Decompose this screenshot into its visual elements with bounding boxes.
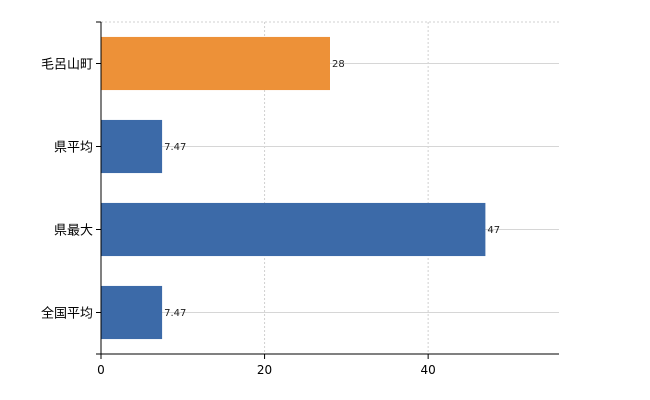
bars-layer <box>101 36 486 340</box>
bar-1 <box>101 36 330 91</box>
data-label: 47 <box>487 225 500 236</box>
bar-4 <box>101 285 163 340</box>
category-label: 県最大 <box>54 224 93 239</box>
bar-2 <box>101 119 163 174</box>
axis-layer <box>96 21 559 359</box>
category-label: 毛呂山町 <box>41 58 93 73</box>
bar-3 <box>101 202 486 257</box>
x-tick-label: 40 <box>421 363 436 377</box>
data-label: 7.47 <box>164 308 186 319</box>
x-tick-label: 20 <box>257 363 272 377</box>
category-label: 県平均 <box>54 141 93 156</box>
x-tick-label: 0 <box>97 363 105 377</box>
category-label: 全国平均 <box>41 306 93 322</box>
data-label: 28 <box>332 59 345 70</box>
data-label: 7.47 <box>164 142 186 153</box>
